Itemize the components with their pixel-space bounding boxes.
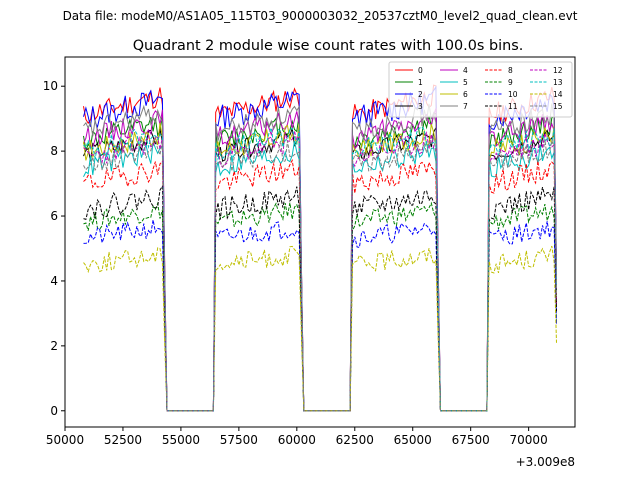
x-tick-label: 67500 xyxy=(452,433,490,447)
suptitle: Data file: modeM0/AS1A05_115T03_90000030… xyxy=(63,9,578,23)
legend-label-15: 15 xyxy=(553,102,563,111)
chart-title: Quadrant 2 module wise count rates with … xyxy=(133,38,524,54)
legend-label-2: 2 xyxy=(418,90,423,99)
x-offset-label: +3.009e8 xyxy=(516,455,575,469)
legend-label-5: 5 xyxy=(463,78,468,87)
x-tick-label: 70000 xyxy=(510,433,548,447)
legend-label-0: 0 xyxy=(418,66,423,75)
legend-label-1: 1 xyxy=(418,78,423,87)
legend-label-10: 10 xyxy=(508,90,518,99)
legend-label-6: 6 xyxy=(463,90,468,99)
y-tick-label: 10 xyxy=(43,79,58,93)
legend-label-14: 14 xyxy=(553,90,563,99)
series-line-12 xyxy=(83,129,557,412)
series-line-11 xyxy=(83,184,557,412)
legend-label-9: 9 xyxy=(508,78,513,87)
legend-label-12: 12 xyxy=(553,66,563,75)
legend-label-13: 13 xyxy=(553,78,563,87)
legend-label-8: 8 xyxy=(508,66,513,75)
x-tick-label: 50000 xyxy=(46,433,84,447)
legend-label-3: 3 xyxy=(418,102,423,111)
legend-frame xyxy=(388,61,573,118)
series-line-15 xyxy=(83,136,557,412)
y-tick-label: 0 xyxy=(50,404,58,418)
series-line-1 xyxy=(83,112,557,412)
series-line-14 xyxy=(83,245,557,412)
series-layer xyxy=(83,84,557,412)
x-tick-label: 55000 xyxy=(162,433,200,447)
series-line-7 xyxy=(83,103,557,412)
series-line-9 xyxy=(83,201,557,412)
x-tick-label: 65000 xyxy=(394,433,432,447)
legend-label-7: 7 xyxy=(463,102,468,111)
series-line-0 xyxy=(83,84,557,412)
series-line-13 xyxy=(83,126,557,412)
plot-frame xyxy=(64,56,576,428)
series-line-3 xyxy=(83,127,557,412)
y-tick-label: 6 xyxy=(50,209,58,223)
legend-label-11: 11 xyxy=(508,102,518,111)
legend-label-4: 4 xyxy=(463,66,468,75)
y-tick-label: 2 xyxy=(50,339,58,353)
y-tick-label: 8 xyxy=(50,144,58,158)
x-tick-label: 62500 xyxy=(336,433,374,447)
axis-ticks: 50000 52500 55000 57500 60000 62500 65000 67500… xyxy=(43,79,548,447)
x-tick-label: 60000 xyxy=(278,433,316,447)
x-tick-label: 52500 xyxy=(104,433,142,447)
y-tick-label: 4 xyxy=(50,274,58,288)
series-line-8 xyxy=(83,158,557,412)
series-line-10 xyxy=(83,219,557,412)
x-tick-label: 57500 xyxy=(220,433,258,447)
series-line-5 xyxy=(83,140,557,412)
